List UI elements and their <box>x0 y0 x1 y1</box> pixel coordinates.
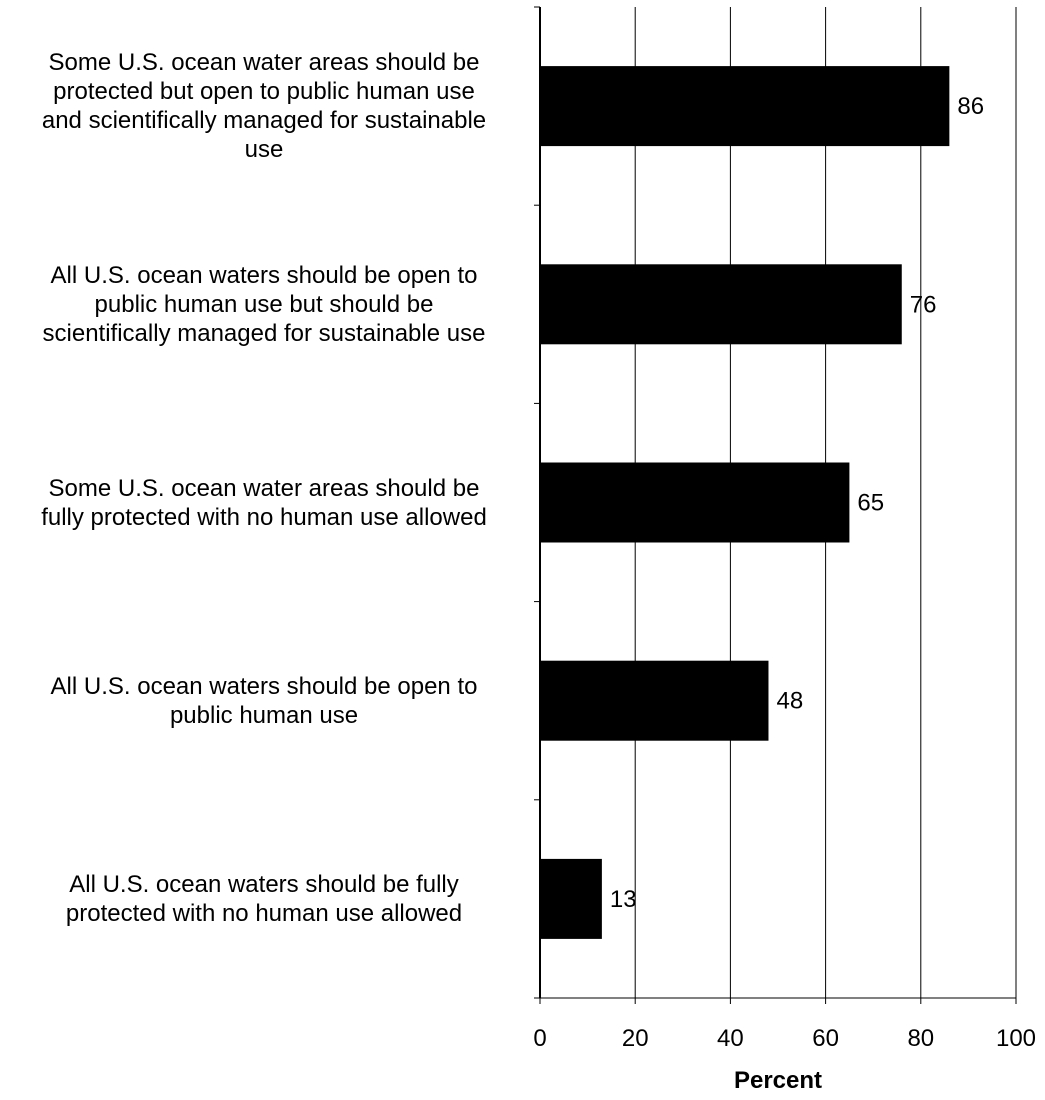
data-label-2: 76 <box>910 291 937 318</box>
data-label-4: 48 <box>776 688 803 715</box>
category-label-4: All U.S. ocean waters should be open to … <box>50 672 478 729</box>
category-label-3: Some U.S. ocean water areas should be fu… <box>41 474 487 531</box>
x-tick-label-80: 80 <box>907 1025 934 1052</box>
bar-4 <box>540 660 769 741</box>
data-label-3: 65 <box>857 490 884 517</box>
x-axis-title: Percent <box>734 1067 822 1094</box>
x-tick-label-40: 40 <box>717 1025 744 1052</box>
x-tick-label-20: 20 <box>622 1025 649 1052</box>
category-label-2: All U.S. ocean waters should be open to … <box>42 261 486 347</box>
category-label-1: Some U.S. ocean water areas should be pr… <box>41 49 487 164</box>
x-tick-label-100: 100 <box>996 1025 1036 1052</box>
x-tick-label-60: 60 <box>812 1025 839 1052</box>
data-label-1: 86 <box>957 93 984 120</box>
data-label-5: 13 <box>610 886 637 913</box>
x-tick-label-0: 0 <box>533 1025 546 1052</box>
bar-1 <box>540 66 950 147</box>
bar-5 <box>540 858 602 939</box>
bar-3 <box>540 462 850 543</box>
category-label-5: All U.S. ocean waters should be fully pr… <box>65 870 463 927</box>
bar-2 <box>540 264 902 345</box>
